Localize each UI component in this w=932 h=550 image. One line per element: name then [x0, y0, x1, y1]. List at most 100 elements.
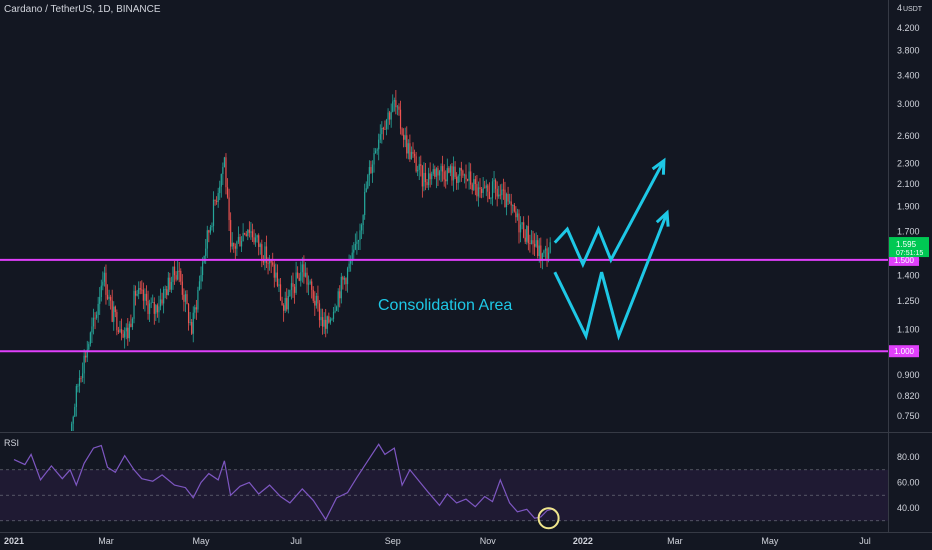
candle-body: [396, 106, 399, 108]
candle-body: [392, 101, 394, 112]
candle-body: [348, 263, 350, 269]
candle-body: [173, 266, 176, 276]
candle-body: [197, 289, 199, 310]
candle-body: [192, 312, 194, 334]
candle-body: [490, 198, 492, 200]
candle-body: [387, 112, 389, 120]
candle-body: [147, 300, 149, 314]
candle-body: [180, 270, 182, 282]
candle-body: [130, 323, 132, 327]
candle-body: [223, 157, 226, 168]
candle-body: [317, 295, 319, 304]
candle-body: [298, 277, 300, 281]
candle-body: [225, 157, 227, 188]
price-tick-label: 0.750: [897, 411, 920, 421]
candle-body: [512, 204, 514, 206]
candle-body: [521, 222, 523, 225]
candle-body: [304, 272, 307, 277]
candle-body: [359, 230, 361, 240]
candle-body: [71, 423, 73, 431]
candle-body: [242, 233, 244, 242]
candle-body: [222, 167, 224, 174]
candle-body: [342, 276, 344, 280]
candle-body: [247, 229, 249, 236]
candle-body: [248, 229, 250, 233]
candle-body: [150, 302, 152, 304]
candle-body: [427, 173, 430, 186]
candle-body: [442, 166, 444, 172]
candle-body: [74, 406, 76, 417]
candle-body: [448, 168, 450, 173]
last-price-tag-bg: [889, 237, 929, 258]
candle-body: [445, 179, 447, 182]
candle-body: [78, 377, 81, 386]
level-tag-label: 1.000: [894, 347, 915, 356]
candle-body: [540, 245, 542, 261]
candle-body: [384, 129, 386, 130]
candle-body: [431, 173, 433, 180]
candle-body: [214, 199, 216, 201]
candle-body: [465, 174, 467, 179]
candle-body: [83, 355, 85, 374]
candle-body: [403, 134, 405, 140]
candle-body: [167, 277, 169, 296]
candle-body: [340, 276, 342, 299]
candle-body: [116, 312, 118, 331]
candle-body: [261, 244, 263, 260]
candle-body: [283, 305, 285, 311]
candle-body: [356, 241, 358, 244]
candle-body: [307, 283, 310, 285]
candle-body: [424, 172, 427, 183]
candle-body: [106, 294, 109, 299]
candle-body: [451, 166, 453, 181]
candle-body: [519, 224, 522, 233]
candle-body: [295, 272, 297, 293]
candle-body: [301, 264, 303, 273]
price-tick-label: 2.100: [897, 179, 920, 189]
candle-body: [233, 242, 235, 247]
price-tick-label: 2.600: [897, 131, 920, 141]
candle-body: [100, 285, 102, 298]
candle-body: [153, 302, 155, 314]
rsi-tick-label: 40.00: [897, 503, 920, 513]
candle-body: [346, 268, 349, 285]
candle-body: [477, 187, 480, 197]
level-tag-label: 1.500: [894, 256, 915, 265]
candle-body: [549, 242, 551, 253]
candle-body: [194, 307, 196, 313]
candle-body: [365, 188, 367, 193]
candle-body: [343, 278, 346, 280]
candle-body: [351, 252, 353, 262]
candle-body: [371, 164, 374, 174]
candle-body: [527, 226, 529, 244]
rsi-line: [13, 443, 552, 521]
candle-body: [281, 300, 283, 306]
candle-body: [279, 284, 282, 301]
candle-body: [94, 317, 96, 319]
candle-body: [454, 166, 456, 177]
candle-body: [370, 167, 372, 174]
candle-body: [300, 272, 302, 281]
candle-body: [470, 171, 472, 185]
candle-body: [449, 166, 452, 173]
candle-body: [75, 386, 77, 407]
candle-body: [267, 262, 269, 264]
candle-body: [189, 322, 191, 323]
candle-body: [543, 250, 545, 254]
candle-body: [412, 151, 414, 154]
candle-body: [253, 237, 255, 243]
candle-body: [102, 281, 104, 286]
rsi-highlight-circle: [537, 507, 560, 530]
candle-body: [460, 167, 462, 171]
candle-body: [329, 319, 331, 323]
time-tick-label: 2022: [573, 536, 593, 546]
price-tick-label: 0.900: [897, 370, 920, 380]
price-tick-label: 3.800: [897, 46, 920, 56]
candle-body: [466, 178, 469, 181]
candle-body: [524, 237, 526, 242]
candle-body: [251, 231, 254, 238]
candle-body: [326, 316, 328, 329]
candle-body: [264, 246, 266, 263]
candle-body: [350, 261, 352, 264]
